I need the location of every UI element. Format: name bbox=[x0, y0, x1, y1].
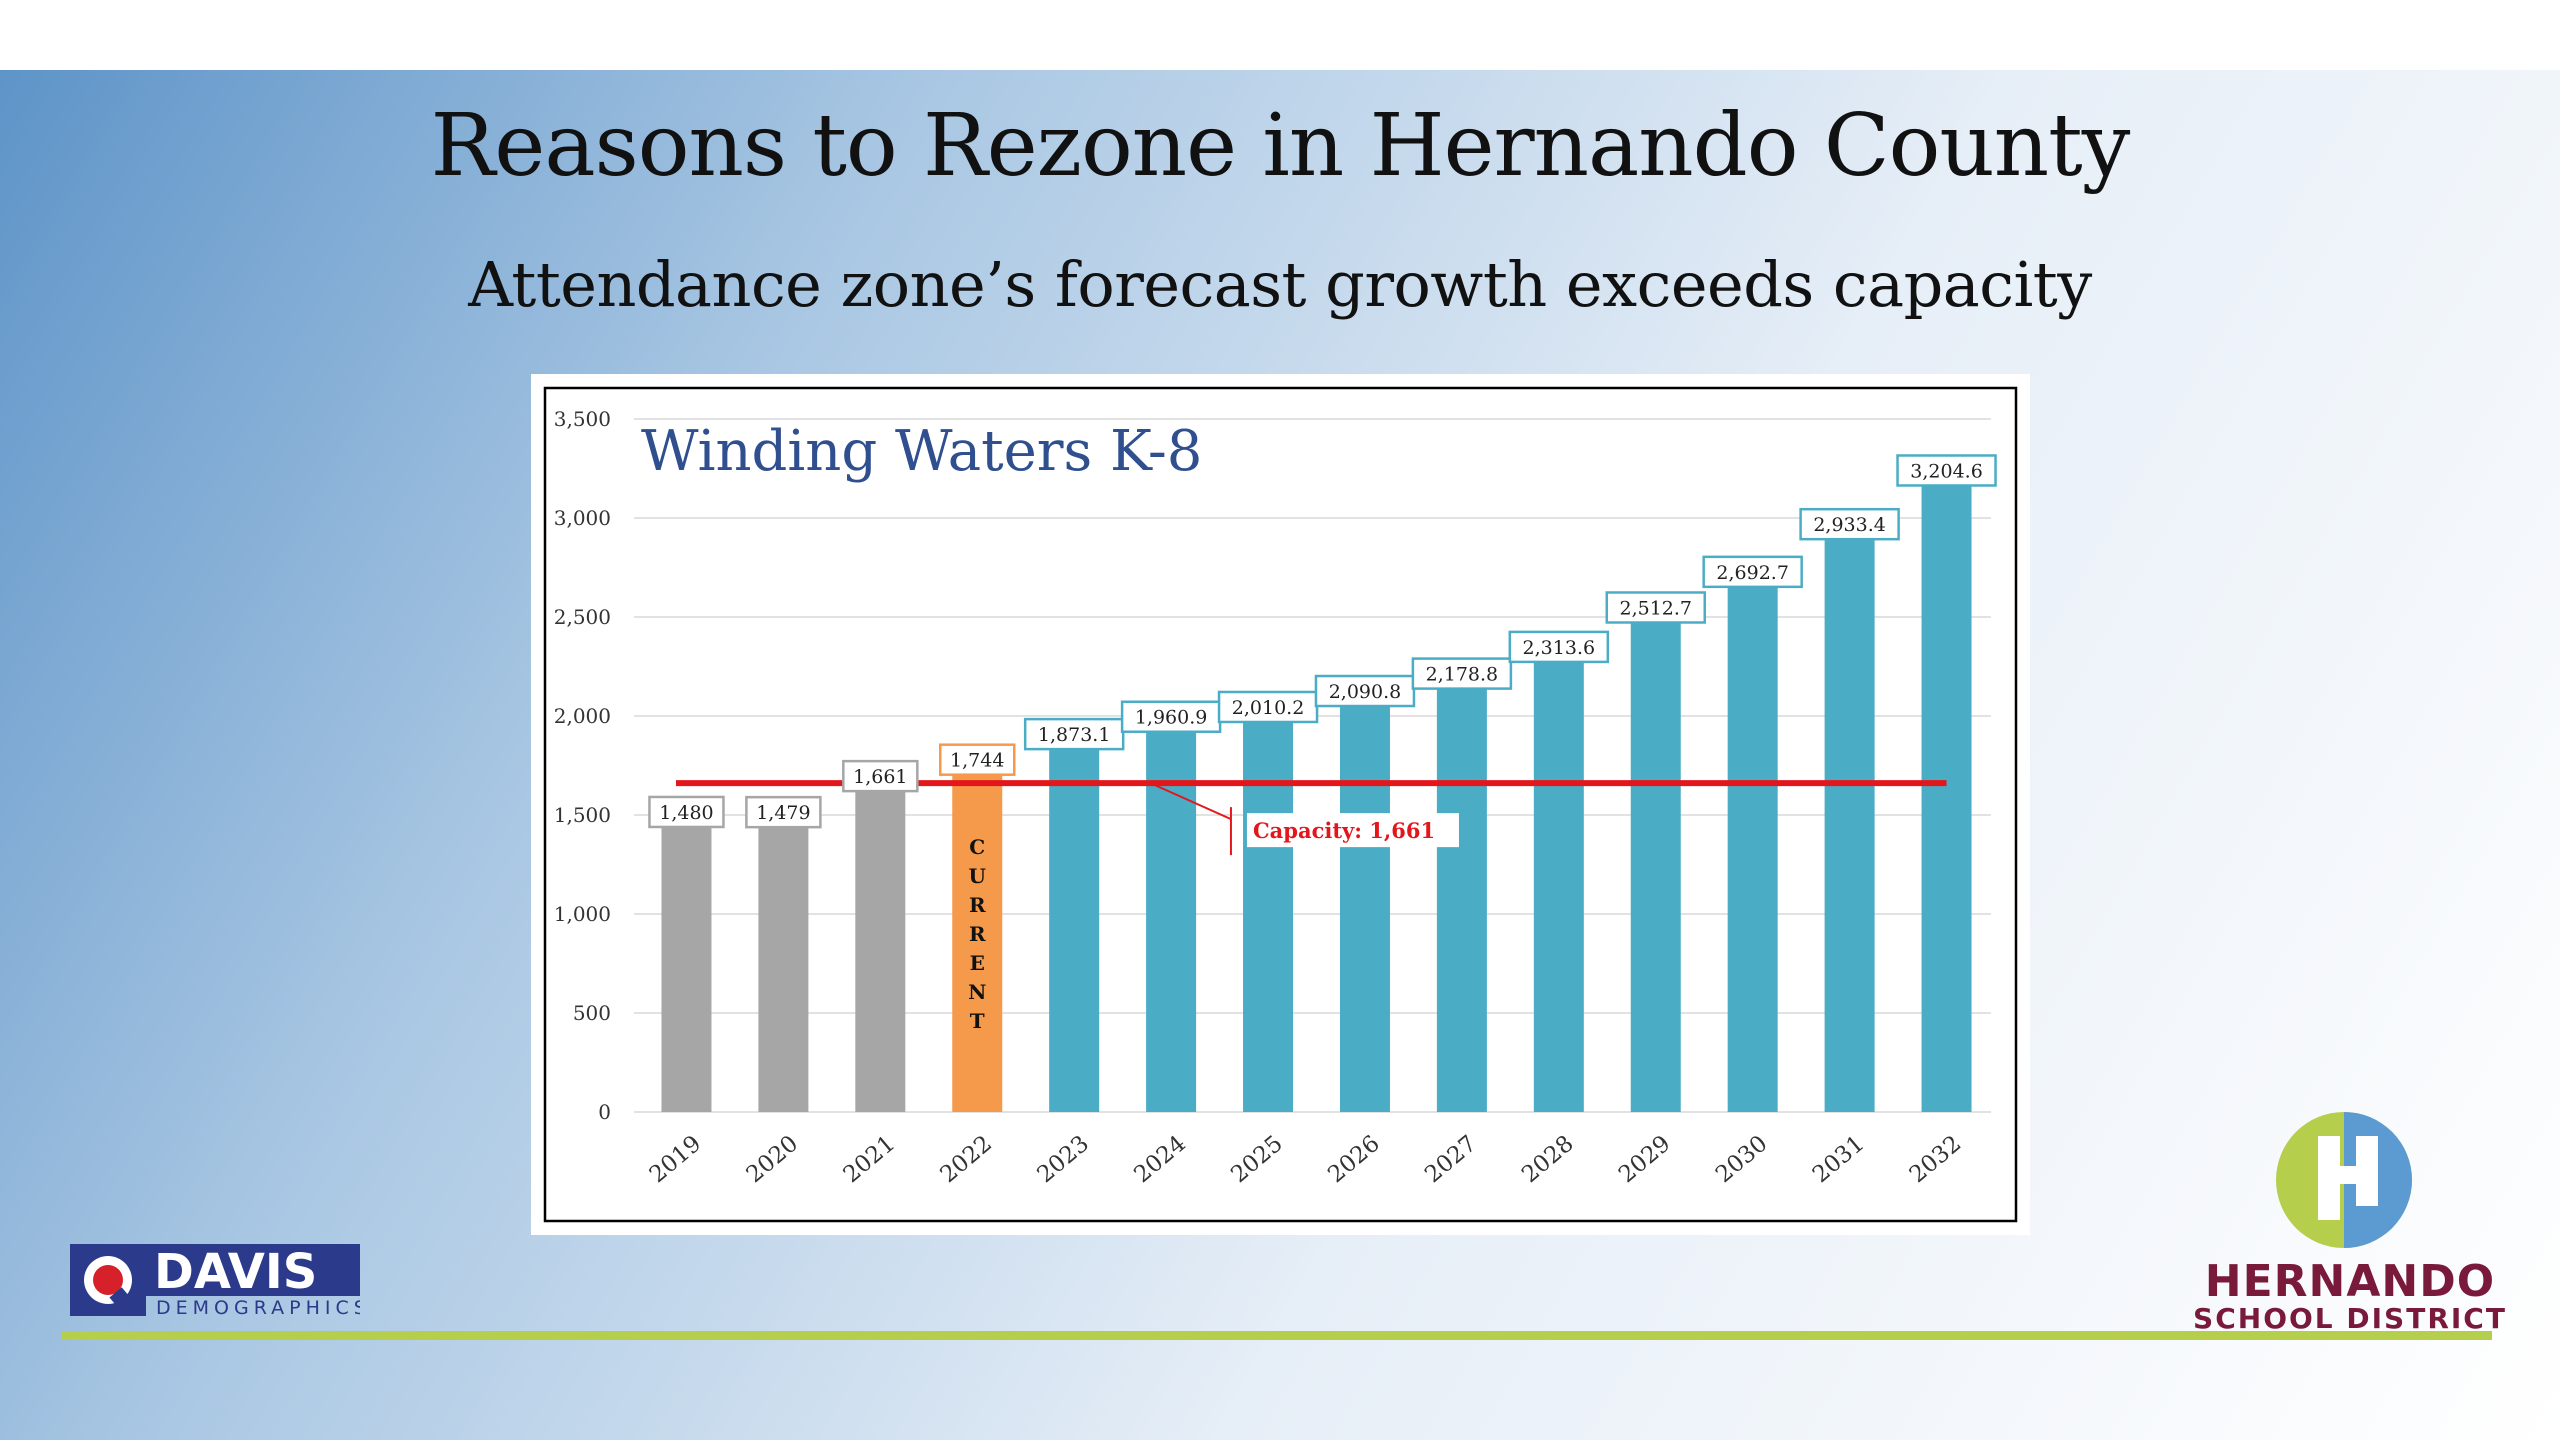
bar bbox=[661, 818, 712, 1112]
hernando-h-icon bbox=[2276, 1112, 2412, 1248]
data-label-group: 1,661 bbox=[842, 759, 919, 793]
chart-title: Winding Waters K-8 bbox=[641, 419, 1202, 484]
data-label-group: 2,692.7 bbox=[1702, 555, 1803, 589]
current-label-letter: T bbox=[970, 1009, 985, 1033]
current-label-letter: C bbox=[969, 835, 985, 859]
data-label-group: 2,512.7 bbox=[1605, 591, 1706, 624]
data-label: 1,744 bbox=[950, 750, 1004, 772]
y-tick-label: 1,500 bbox=[554, 803, 611, 827]
bar bbox=[1727, 578, 1778, 1112]
data-label-box bbox=[745, 795, 822, 829]
data-label: 1,960.9 bbox=[1135, 707, 1208, 729]
current-label-letter: R bbox=[969, 893, 986, 917]
data-label-group: 3,204.6 bbox=[1896, 454, 1997, 487]
data-label: 1,873.1 bbox=[1038, 724, 1111, 746]
y-tick-label: 1,000 bbox=[554, 902, 611, 926]
hernando-wordmark: HERNANDO bbox=[2204, 1256, 2496, 1307]
capacity-leader bbox=[1154, 784, 1232, 821]
bar bbox=[1921, 477, 1972, 1112]
data-label: 2,512.7 bbox=[1619, 597, 1692, 619]
data-label: 2,010.2 bbox=[1232, 697, 1305, 719]
data-label-box bbox=[842, 759, 919, 793]
data-label: 1,479 bbox=[756, 802, 810, 824]
bar bbox=[1339, 698, 1390, 1112]
data-label-box bbox=[1217, 690, 1319, 724]
data-label-box bbox=[1702, 555, 1803, 589]
data-label-group: 2,010.2 bbox=[1217, 690, 1319, 724]
data-label: 2,178.8 bbox=[1426, 664, 1499, 686]
data-label: 3,204.6 bbox=[1910, 460, 1983, 482]
demographics-wordmark: DEMOGRAPHICS bbox=[156, 1297, 360, 1319]
davis-demographics-logo: DAVIS DEMOGRAPHICS bbox=[70, 1244, 360, 1319]
hernando-logo: HERNANDO SCHOOL DISTRICT bbox=[2190, 1110, 2510, 1335]
data-label-box bbox=[1896, 454, 1997, 487]
data-label: 2,090.8 bbox=[1329, 681, 1402, 703]
bar bbox=[952, 766, 1003, 1112]
data-label: 2,692.7 bbox=[1716, 562, 1789, 584]
current-label-letter: E bbox=[970, 951, 985, 975]
y-tick-label: 3,500 bbox=[554, 407, 611, 431]
data-label-box bbox=[939, 743, 1016, 776]
bar bbox=[1146, 723, 1197, 1112]
current-label-letter: R bbox=[969, 922, 986, 946]
data-label-group: 1,960.9 bbox=[1120, 700, 1222, 733]
bar bbox=[758, 819, 809, 1112]
chart-panel: 0 500 1,000 1,500 2,000 2,500 3,000 3,500 Windin… bbox=[531, 374, 2030, 1235]
current-label-letter: U bbox=[969, 864, 986, 888]
data-label-box bbox=[1411, 657, 1513, 690]
data-label-box bbox=[1314, 674, 1416, 708]
capacity-label: Capacity: 1,661 bbox=[1253, 818, 1435, 843]
data-label-group: 1,480 bbox=[648, 795, 725, 829]
slide-title: Reasons to Rezone in Hernando County bbox=[430, 96, 2131, 196]
slide-subtitle: Attendance zone’s forecast growth exceed… bbox=[468, 248, 2092, 321]
data-label-box bbox=[1799, 507, 1900, 541]
y-tick-label: 3,000 bbox=[554, 506, 611, 530]
bar bbox=[1243, 713, 1294, 1112]
bar bbox=[1533, 653, 1584, 1112]
bar bbox=[1049, 741, 1100, 1112]
school-district-wordmark: SCHOOL DISTRICT bbox=[2193, 1302, 2507, 1335]
bar bbox=[1436, 680, 1487, 1112]
accent-divider bbox=[62, 1331, 2492, 1340]
y-tick-label: 0 bbox=[598, 1100, 611, 1124]
davis-wordmark: DAVIS bbox=[154, 1244, 317, 1300]
y-tick-label: 2,500 bbox=[554, 605, 611, 629]
bar-chart: 0 500 1,000 1,500 2,000 2,500 3,000 3,500 Windin… bbox=[543, 386, 2018, 1223]
data-label: 2,933.4 bbox=[1813, 514, 1886, 536]
y-tick-label: 500 bbox=[573, 1001, 611, 1025]
data-label: 1,661 bbox=[853, 766, 907, 788]
data-label-box bbox=[1508, 630, 1610, 664]
data-label-group: 1,873.1 bbox=[1023, 717, 1125, 751]
data-label-group: 2,933.4 bbox=[1799, 507, 1900, 541]
data-label-group: 2,313.6 bbox=[1508, 630, 1610, 664]
data-label: 1,480 bbox=[659, 802, 713, 824]
y-tick-label: 2,000 bbox=[554, 704, 611, 728]
data-label: 2,313.6 bbox=[1523, 637, 1596, 659]
bar bbox=[855, 783, 906, 1112]
data-label-box bbox=[1605, 591, 1706, 624]
data-label-group: 1,744 bbox=[939, 743, 1016, 776]
data-label-group: 1,479 bbox=[745, 795, 822, 829]
data-label-box bbox=[648, 795, 725, 829]
data-label-group: 2,090.8 bbox=[1314, 674, 1416, 708]
bar bbox=[1824, 531, 1875, 1112]
bar bbox=[1630, 614, 1681, 1112]
capacity-label-bg bbox=[1246, 813, 1459, 848]
data-label-group: 2,178.8 bbox=[1411, 657, 1513, 690]
current-label-letter: N bbox=[968, 980, 986, 1004]
data-label-box bbox=[1023, 717, 1125, 751]
